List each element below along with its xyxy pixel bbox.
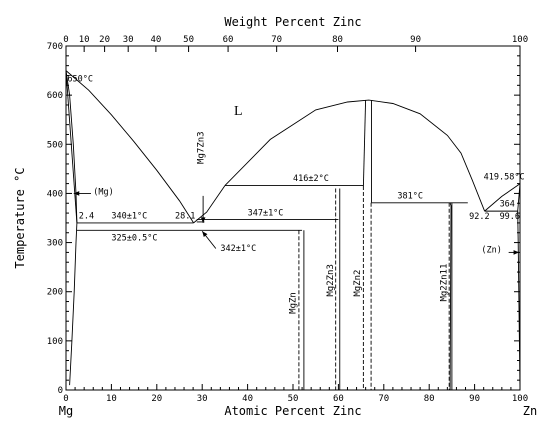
chart-labels: 650°C L 2.4 340±1°C 28.1 325±0.5°C 347±1°C 342±…	[67, 74, 524, 313]
compound-label: Mg2Zn11	[439, 264, 449, 302]
x-tick-label: 80	[424, 394, 435, 404]
top-tick-label: 30	[123, 35, 134, 45]
liquidus-mg-curve	[65, 70, 194, 224]
y-axis-title: Temperature °C	[13, 167, 27, 268]
liquidus-mgzn2-curve	[224, 99, 486, 212]
compound-label: Mg2Zn3	[326, 264, 336, 297]
right-element-label: Zn	[523, 404, 537, 418]
x-tick-label: 50	[288, 394, 299, 404]
chart-annotation: 342±1°C	[220, 244, 256, 254]
chart-annotation: 28.1	[175, 211, 195, 221]
x-tick-label: 90	[469, 394, 480, 404]
top-tick-label: 20	[99, 35, 110, 45]
chart-annotation: 2.4	[79, 211, 94, 221]
liquid-region-label: L	[234, 104, 243, 119]
y-tick-label: 700	[47, 42, 63, 52]
arrow-342-head	[202, 231, 208, 238]
compound-label: MgZn	[289, 292, 299, 314]
arrow-mg-head	[73, 191, 80, 196]
x-axis-title: Atomic Percent Zinc	[224, 404, 361, 418]
x-tick-label: 100	[512, 394, 528, 404]
chart-annotation: (Mg)	[93, 187, 113, 197]
chart-annotation: 347±1°C	[248, 209, 284, 219]
phase-boundaries	[65, 70, 521, 391]
chart-annotation: 340±1°C	[111, 211, 147, 221]
zn-solvus-curve	[517, 183, 521, 391]
top-tick-label: 60	[223, 35, 234, 45]
top-tick-label: 90	[410, 35, 421, 45]
y-tick-label: 300	[47, 239, 63, 249]
compound-lines	[298, 186, 453, 390]
axis-ticks: 0 10 20 30 40 50 60 70 80 90 100010020030040050060…	[47, 35, 528, 404]
x-tick-label: 10	[106, 394, 117, 404]
top-tick-label: 100	[512, 35, 528, 45]
x-tick-label: 20	[151, 394, 162, 404]
chart-annotation: 419.58°C	[484, 173, 525, 183]
x-tick-label: 0	[63, 394, 68, 404]
y-tick-label: 600	[47, 91, 63, 101]
solvus-mg-curve	[65, 70, 78, 386]
y-tick-label: 400	[47, 189, 63, 199]
y-tick-label: 100	[47, 337, 63, 347]
top-tick-label: 0	[63, 35, 68, 45]
liquidus-mg2zn3-curve	[193, 185, 226, 224]
top-tick-label: 50	[183, 35, 194, 45]
y-tick-label: 500	[47, 140, 63, 150]
arrow-zn-head	[513, 250, 520, 255]
mg2zn11-solidus-curve	[449, 202, 452, 391]
top-tick-label: 80	[332, 35, 343, 45]
compound-label: Mg7Zn3	[197, 131, 207, 164]
chart-annotation: 99.6	[500, 212, 520, 222]
arrows	[73, 191, 520, 255]
top-tick-label: 10	[79, 35, 90, 45]
y-tick-label: 0	[58, 386, 63, 396]
y-tick-label: 200	[47, 288, 63, 298]
x-tick-label: 30	[197, 394, 208, 404]
chart-annotation: 92.2	[469, 212, 489, 222]
chart-annotation: 381°C	[397, 191, 423, 201]
x-tick-label: 70	[378, 394, 389, 404]
invariant-lines	[76, 185, 519, 231]
chart-annotation: (Zn)	[481, 245, 501, 255]
top-tick-label: 70	[271, 35, 282, 45]
chart-annotation: 325±0.5°C	[111, 234, 157, 244]
solidus-mg-curve	[65, 70, 78, 223]
liquidus-zn-curve	[484, 183, 521, 212]
top-tick-label: 40	[150, 35, 161, 45]
arrow-mg7zn3-head	[200, 217, 206, 223]
chart-annotation: 364	[500, 200, 515, 210]
left-element-label: Mg	[59, 404, 73, 418]
compound-label: MgZn2	[353, 270, 363, 297]
chart-annotation: 650°C	[67, 74, 93, 84]
x-tick-label: 40	[242, 394, 253, 404]
top-axis-title: Weight Percent Zinc	[224, 15, 361, 29]
chart-annotation: 416±2°C	[293, 174, 329, 184]
x-tick-label: 60	[333, 394, 344, 404]
mgzn2-left-curve	[362, 100, 367, 187]
